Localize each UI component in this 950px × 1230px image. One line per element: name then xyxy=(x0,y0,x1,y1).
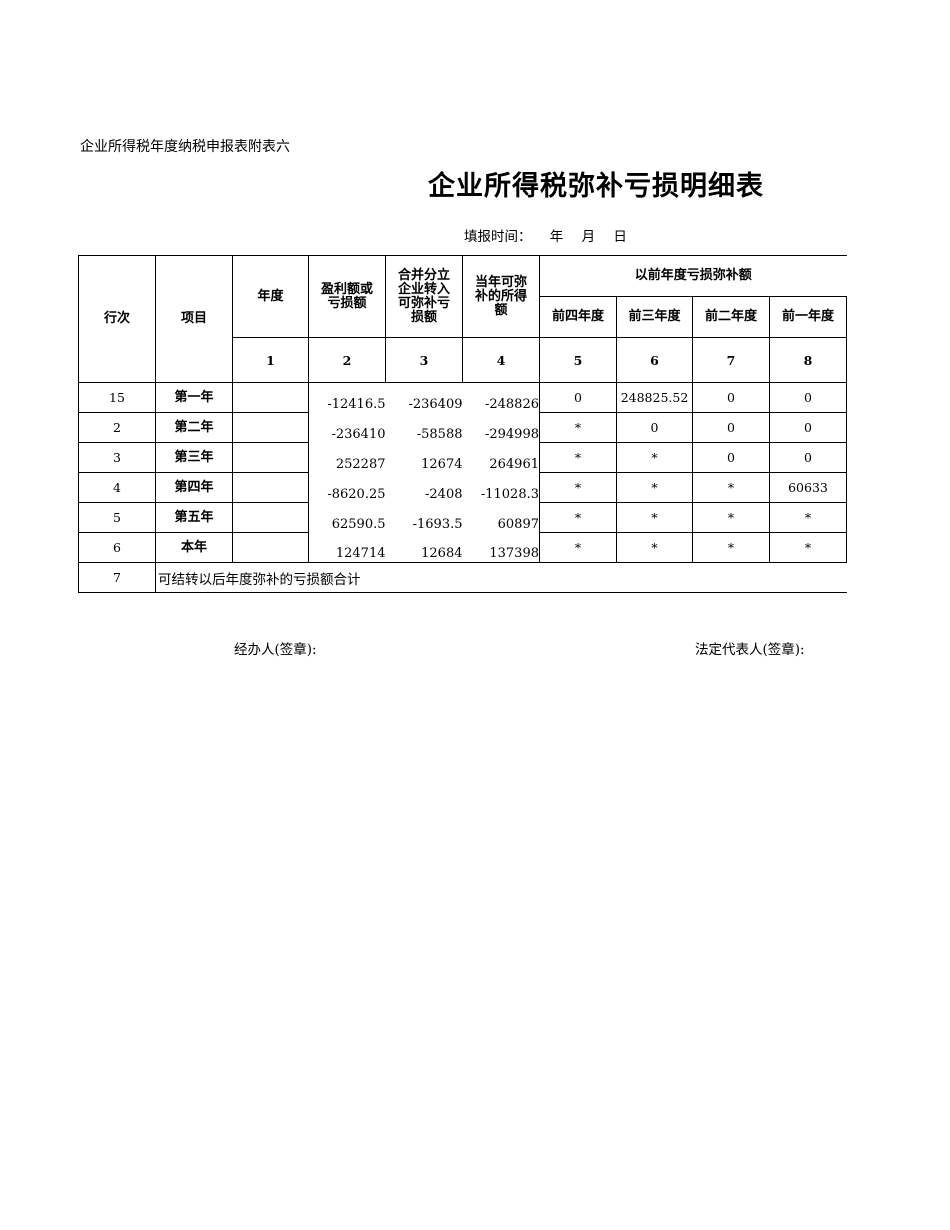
profit-loss-cell: -12416.5 xyxy=(308,382,386,413)
prior2-cell: * xyxy=(692,532,770,563)
handler-signature: 经办人(签章): xyxy=(234,642,317,658)
year-cell xyxy=(232,502,309,533)
merged-transfer-cell: 12674 xyxy=(421,456,463,472)
year-cell xyxy=(232,382,309,413)
prior1-cell: 0 xyxy=(769,382,847,413)
table-row: 6 本年 124714 12684 137398 * * * * xyxy=(78,532,847,563)
prior1-cell: 60633 xyxy=(769,472,847,503)
profit-loss-cell: 62590.5 xyxy=(308,502,386,533)
profit-loss-cell: 252287 xyxy=(308,442,386,473)
year-cell xyxy=(232,412,309,443)
page-title: 企业所得税弥补亏损明细表 xyxy=(428,171,764,202)
merged-transfer-cell: -58588 xyxy=(416,426,463,442)
merged-transfer-cell: -1693.5 xyxy=(412,516,463,532)
col-number: 6 xyxy=(616,337,693,383)
item-cell: 第五年 xyxy=(155,502,233,533)
prior4-cell: * xyxy=(539,532,617,563)
table-row: 4 第四年 -8620.25 -2408 -11028.3 * * * 60633 xyxy=(78,472,847,503)
prior3-cell: 0 xyxy=(616,412,693,443)
row-no-cell: 2 xyxy=(78,412,156,443)
row-no-cell: 4 xyxy=(78,472,156,503)
col-number: 2 xyxy=(308,337,386,383)
header-prior1: 前一年度 xyxy=(769,296,847,338)
prior4-cell: * xyxy=(539,442,617,473)
total-row-no: 7 xyxy=(78,562,156,593)
row-no-cell: 6 xyxy=(78,532,156,563)
current-offsettable-cell: -248826 xyxy=(462,382,540,413)
prior1-cell: * xyxy=(769,532,847,563)
total-row-label: 可结转以后年度弥补的亏损额合计 xyxy=(155,562,847,593)
prior4-cell: * xyxy=(539,412,617,443)
current-offsettable-cell: -294998 xyxy=(462,412,540,443)
profit-loss-cell: -8620.25 xyxy=(308,472,386,503)
col-number: 1 xyxy=(232,337,309,383)
header-current-offsettable: 当年可弥补的所得额 xyxy=(462,255,540,338)
prior4-cell: * xyxy=(539,502,617,533)
profit-loss-cell: 124714 xyxy=(308,532,386,563)
prior2-cell: * xyxy=(692,472,770,503)
fill-time: 填报时间： 年 月 日 xyxy=(464,225,641,245)
table-row: 3 第三年 252287 12674 264961 * * 0 0 xyxy=(78,442,847,473)
fill-day: 日 xyxy=(613,229,627,245)
row-no-cell: 15 xyxy=(78,382,156,413)
prior4-cell: * xyxy=(539,472,617,503)
prior2-cell: * xyxy=(692,502,770,533)
prior3-cell: * xyxy=(616,532,693,563)
col-number: 5 xyxy=(539,337,617,383)
col-number: 4 xyxy=(462,337,540,383)
col-number: 7 xyxy=(692,337,770,383)
item-cell: 第二年 xyxy=(155,412,233,443)
legal-rep-signature: 法定代表人(签章): xyxy=(695,642,805,658)
header-row-no: 行次 xyxy=(78,255,156,383)
row-no-cell: 5 xyxy=(78,502,156,533)
merged-transfer-cell: 12684 xyxy=(385,532,463,563)
merged-transfer-cell: -236409 xyxy=(408,396,463,412)
table-row: 2 第二年 -236410 -58588 -294998 * 0 0 0 xyxy=(78,412,847,443)
item-cell: 第一年 xyxy=(155,382,233,413)
header-prior2: 前二年度 xyxy=(692,296,770,338)
prior3-cell: 248825.52 xyxy=(616,382,693,413)
year-cell xyxy=(232,532,309,563)
prior2-cell: 0 xyxy=(692,412,770,443)
prior4-cell: 0 xyxy=(539,382,617,413)
fill-year: 年 xyxy=(549,229,564,245)
col-number: 3 xyxy=(385,337,463,383)
merged-transfer-cell: -2408 xyxy=(425,486,463,502)
header-prior4: 前四年度 xyxy=(539,296,617,338)
table-row: 5 第五年 62590.5 -1693.5 60897 * * * * xyxy=(78,502,847,533)
row-no-cell: 3 xyxy=(78,442,156,473)
fill-time-label: 填报时间： xyxy=(464,229,532,245)
header-prior-group: 以前年度亏损弥补额 xyxy=(539,255,847,297)
prior1-cell: 0 xyxy=(769,442,847,473)
header-year: 年度 xyxy=(232,255,309,338)
prior2-cell: 0 xyxy=(692,442,770,473)
table-row: 15 第一年 -12416.5 -236409 -248826 0 248825.52 0 0 xyxy=(78,382,847,413)
loss-offset-table: 行次 项目 年度 盈利额或亏损额 合并分立企业转入可弥补亏损额 当年可弥补的所得… xyxy=(78,255,847,593)
form-subtitle: 企业所得税年度纳税申报表附表六 xyxy=(80,139,290,155)
prior1-cell: 0 xyxy=(769,412,847,443)
prior2-cell: 0 xyxy=(692,382,770,413)
current-offsettable-cell: 60897 xyxy=(462,502,540,533)
header-profit-loss: 盈利额或亏损额 xyxy=(308,255,386,338)
item-cell: 第三年 xyxy=(155,442,233,473)
current-offsettable-cell: -11028.3 xyxy=(462,472,540,503)
prior3-cell: * xyxy=(616,472,693,503)
item-cell: 第四年 xyxy=(155,472,233,503)
header-item: 项目 xyxy=(155,255,233,383)
header-prior3: 前三年度 xyxy=(616,296,693,338)
profit-loss-cell: -236410 xyxy=(308,412,386,443)
item-cell: 本年 xyxy=(155,532,233,563)
fill-month: 月 xyxy=(581,229,596,245)
year-cell xyxy=(232,472,309,503)
header-merged-transfer: 合并分立企业转入可弥补亏损额 xyxy=(385,255,463,338)
current-offsettable-cell: 264961 xyxy=(462,442,540,473)
prior1-cell: * xyxy=(769,502,847,533)
year-cell xyxy=(232,442,309,473)
prior3-cell: * xyxy=(616,442,693,473)
current-offsettable-cell: 137398 xyxy=(462,532,540,563)
prior3-cell: * xyxy=(616,502,693,533)
col-number: 8 xyxy=(769,337,847,383)
